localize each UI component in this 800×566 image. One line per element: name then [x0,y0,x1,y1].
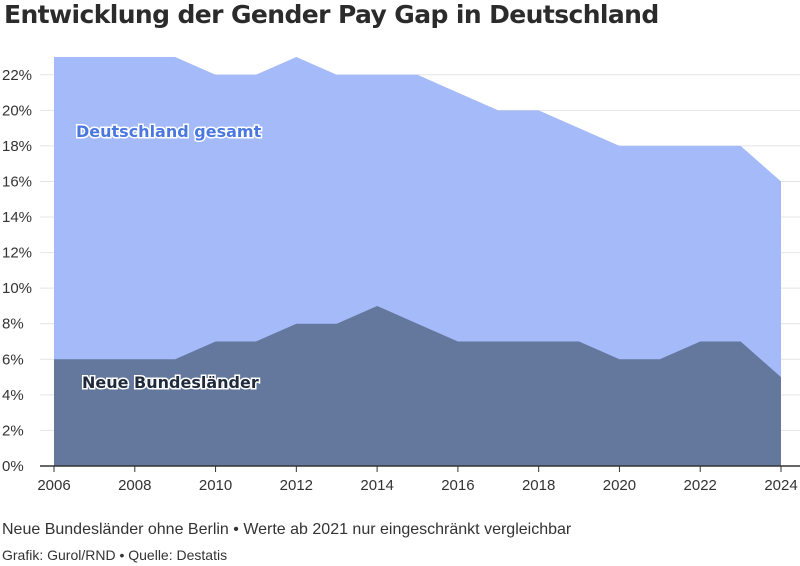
y-tick-label: 16% [2,173,32,190]
y-tick-label: 22% [2,67,32,84]
x-tick-label: 2020 [603,477,636,494]
series-label-deutschland-gesamt: Deutschland gesamt [76,122,262,141]
y-tick-label: 14% [2,209,32,226]
area-chart: 0% 2% 4% 6% 8% 10% 12% 14% 16% 18% 20% 22% 2006 2008 2… [2,57,800,494]
series-label-neue-bundeslaender: Neue Bundesländer [82,373,259,392]
x-tick-label: 2016 [441,477,474,494]
x-tick-label: 2014 [360,477,393,494]
y-tick-label: 6% [2,351,24,368]
y-tick-label: 8% [2,316,24,333]
chart-title: Entwicklung der Gender Pay Gap in Deutsc… [4,0,659,29]
chart-credit: Grafik: Gurol/RND • Quelle: Destatis [2,547,228,563]
area-series-neue-bundeslaender [54,305,781,466]
x-tick-label: 2024 [764,477,797,494]
x-tick-label: 2010 [199,477,232,494]
x-tick-label: 2012 [280,477,313,494]
y-tick-label: 10% [2,280,32,297]
x-tick-label: 2022 [684,477,717,494]
y-tick-label: 12% [2,245,32,262]
y-tick-label: 0% [2,458,24,475]
x-tick-label: 2008 [118,477,151,494]
x-tick-label: 2006 [37,477,70,494]
y-tick-label: 18% [2,138,32,155]
y-tick-label: 20% [2,102,32,119]
chart-note: Neue Bundesländer ohne Berlin • Werte ab… [2,521,572,538]
x-tick-label: 2018 [522,477,555,494]
y-tick-label: 2% [2,422,24,439]
y-tick-label: 4% [2,387,24,404]
